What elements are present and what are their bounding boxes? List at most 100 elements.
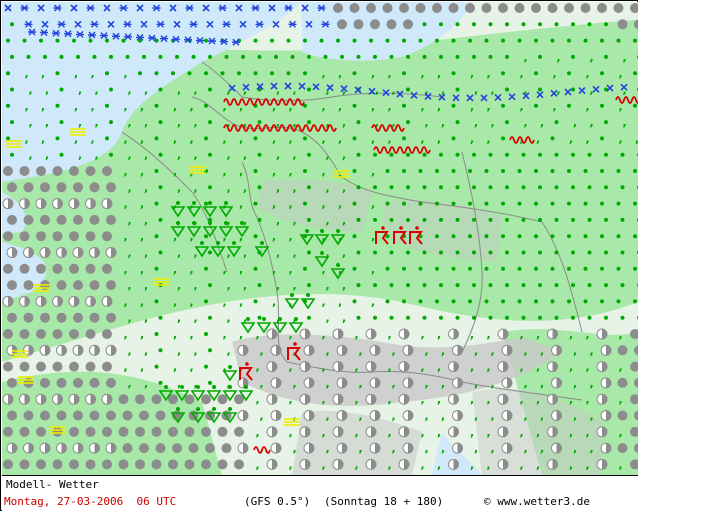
drizzle-comma-icon: ,	[470, 328, 474, 341]
snow-cross-icon	[140, 20, 148, 28]
rain-dot-icon	[501, 234, 505, 239]
rain-dot-icon	[620, 250, 625, 255]
snow-star-icon	[317, 4, 326, 12]
rain-shower-icon	[299, 229, 315, 246]
rain-dot-icon	[158, 348, 163, 353]
weather-map: ,,,,,,,,,,,,,,,,,,,,,,,,,,,,,,,,,,,,,,,,…	[2, 2, 638, 475]
rain-dot-icon	[270, 38, 274, 43]
drizzle-comma-icon: ,	[326, 344, 330, 357]
drizzle-comma-icon: ,	[276, 312, 280, 325]
drizzle-comma-icon: ,	[190, 165, 194, 178]
rain-dot-icon	[455, 54, 460, 59]
drizzle-comma-icon: ,	[540, 442, 544, 455]
overcast-icon	[634, 19, 638, 30]
rain-dot-icon	[604, 120, 608, 125]
rain-dot-icon	[567, 71, 571, 76]
drizzle-comma-icon: ,	[293, 247, 297, 260]
rain-dot-icon	[616, 234, 621, 239]
freezing-precip-icon	[615, 96, 638, 104]
rain-dot-icon	[307, 315, 311, 320]
rain-dot-icon	[484, 299, 489, 304]
rain-dot-icon	[468, 266, 472, 271]
rain-shower-icon	[314, 251, 330, 268]
overcast-icon	[19, 231, 30, 242]
copyright-link[interactable]: © www.wetter3.de	[484, 495, 590, 508]
rain-dot-icon	[620, 315, 625, 320]
rain-dot-icon	[554, 22, 559, 27]
cloudy-icon	[35, 295, 47, 307]
drizzle-comma-icon: ,	[342, 149, 346, 162]
drizzle-comma-icon: ,	[326, 279, 330, 292]
cloudy-icon	[52, 393, 63, 405]
rain-dot-icon	[604, 152, 608, 157]
rain-shower-icon	[202, 221, 218, 238]
overcast-icon	[89, 312, 100, 323]
overcast-icon	[69, 263, 79, 274]
rain-dot-icon	[191, 54, 196, 59]
drizzle-comma-icon: ,	[590, 84, 594, 97]
drizzle-comma-icon: ,	[276, 214, 280, 227]
rain-dot-icon	[600, 299, 604, 304]
overcast-icon	[139, 410, 149, 421]
rain-dot-icon	[554, 120, 559, 125]
snow-cross-icon	[620, 83, 628, 91]
drizzle-comma-icon: ,	[124, 132, 128, 145]
rain-dot-icon	[616, 266, 621, 271]
rain-dot-icon	[600, 71, 604, 76]
snow-star-icon	[184, 36, 192, 44]
drizzle-comma-icon: ,	[569, 328, 573, 341]
rain-dot-icon	[340, 54, 344, 59]
rain-dot-icon	[406, 217, 410, 222]
cloudy-icon	[266, 426, 278, 438]
drizzle-comma-icon: ,	[619, 132, 623, 145]
rain-dot-icon	[158, 217, 163, 222]
overcast-icon	[217, 459, 228, 470]
drizzle-comma-icon: ,	[144, 214, 148, 227]
rain-shower-icon	[186, 201, 202, 218]
snow-cross-icon	[578, 86, 586, 95]
drizzle-comma-icon: ,	[569, 132, 573, 145]
rain-dot-icon	[257, 283, 262, 288]
rain-dot-icon	[402, 201, 406, 206]
rain-dot-icon	[451, 38, 456, 43]
rain-dot-icon	[55, 38, 60, 43]
rain-dot-icon	[501, 201, 505, 206]
overcast-icon	[40, 214, 50, 225]
overcast-icon	[630, 361, 638, 372]
cloudy-icon	[23, 344, 34, 356]
overcast-icon	[630, 3, 638, 13]
cloudy-icon	[299, 393, 311, 405]
cloudy-icon	[35, 198, 47, 210]
rain-dot-icon	[571, 87, 575, 92]
drizzle-comma-icon: ,	[437, 100, 441, 113]
drizzle-comma-icon: ,	[326, 116, 330, 129]
rain-dot-icon	[121, 38, 126, 43]
rain-dot-icon	[158, 152, 163, 157]
drizzle-comma-icon: ,	[520, 361, 524, 374]
drizzle-comma-icon: ,	[239, 132, 243, 145]
overcast-icon	[465, 3, 475, 13]
rain-dot-icon	[484, 201, 489, 206]
overcast-icon	[36, 361, 46, 372]
drizzle-comma-icon: ,	[276, 247, 280, 260]
snow-cross-icon	[41, 20, 49, 28]
drizzle-comma-icon: ,	[322, 67, 326, 80]
thunderstorm-icon	[409, 226, 423, 245]
overcast-icon	[56, 410, 67, 421]
rain-dot-icon	[422, 217, 427, 222]
drizzle-comma-icon: ,	[425, 410, 429, 423]
rain-dot-icon	[620, 217, 625, 222]
cloudy-icon	[85, 393, 96, 405]
drizzle-comma-icon: ,	[392, 116, 396, 129]
drizzle-comma-icon: ,	[421, 67, 425, 80]
rain-dot-icon	[241, 54, 245, 59]
rain-dot-icon	[352, 234, 357, 239]
overcast-icon	[617, 19, 628, 30]
drizzle-comma-icon: ,	[293, 344, 297, 357]
drizzle-comma-icon: ,	[293, 116, 297, 129]
cloudy-icon	[6, 442, 18, 454]
drizzle-comma-icon: ,	[619, 67, 623, 80]
drizzle-comma-icon: ,	[569, 361, 573, 374]
drizzle-comma-icon: ,	[355, 426, 359, 439]
rain-shower-icon	[186, 221, 202, 238]
